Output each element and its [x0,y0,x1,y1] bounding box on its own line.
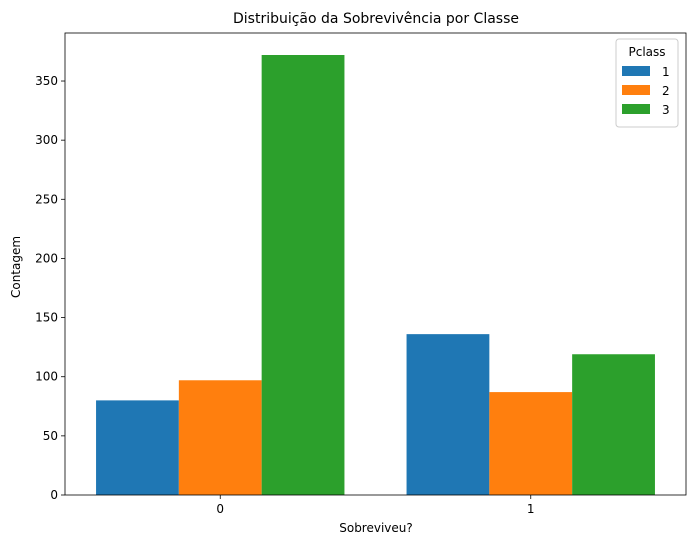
plot-frame [64,32,687,496]
y-tick-label: 50 [43,429,58,443]
plot-area [64,32,687,496]
y-tick-label: 0 [50,488,58,502]
chart-title: Distribuição da Sobrevivência por Classe [233,11,519,27]
legend-label-3: 3 [662,103,670,117]
legend: Pclass 1 2 3 [615,38,679,128]
bar-cat1-series3 [572,354,655,495]
x-tick-label: 0 [216,502,224,516]
legend-swatch-1 [622,66,650,76]
legend-swatch-2 [622,85,650,95]
x-axis-label: Sobreviveu? [339,521,413,535]
legend-label-1: 1 [662,65,670,79]
bar-cat1-series2 [489,392,573,495]
y-tick-label: 150 [35,311,58,325]
y-tick-label: 200 [35,251,58,265]
y-axis: 0 50 100 150 200 250 300 350 [35,74,65,502]
bar-cat0-series1 [96,400,179,495]
y-tick-label: 250 [35,192,58,206]
y-tick-label: 100 [35,370,58,384]
legend-swatch-3 [622,104,650,114]
y-axis-label: Contagem [9,236,23,298]
y-tick-label: 350 [35,74,58,88]
bar-cat1-series1 [406,334,490,495]
bar-cat0-series3 [261,55,345,495]
legend-title: Pclass [628,45,665,59]
y-tick-label: 300 [35,133,58,147]
x-tick-label: 1 [527,502,535,516]
bar-cat0-series2 [178,380,262,495]
legend-label-2: 2 [662,84,670,98]
